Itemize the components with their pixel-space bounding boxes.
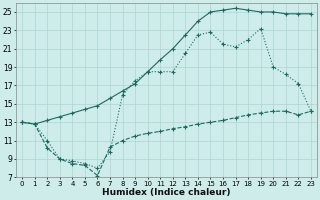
X-axis label: Humidex (Indice chaleur): Humidex (Indice chaleur) <box>102 188 231 197</box>
